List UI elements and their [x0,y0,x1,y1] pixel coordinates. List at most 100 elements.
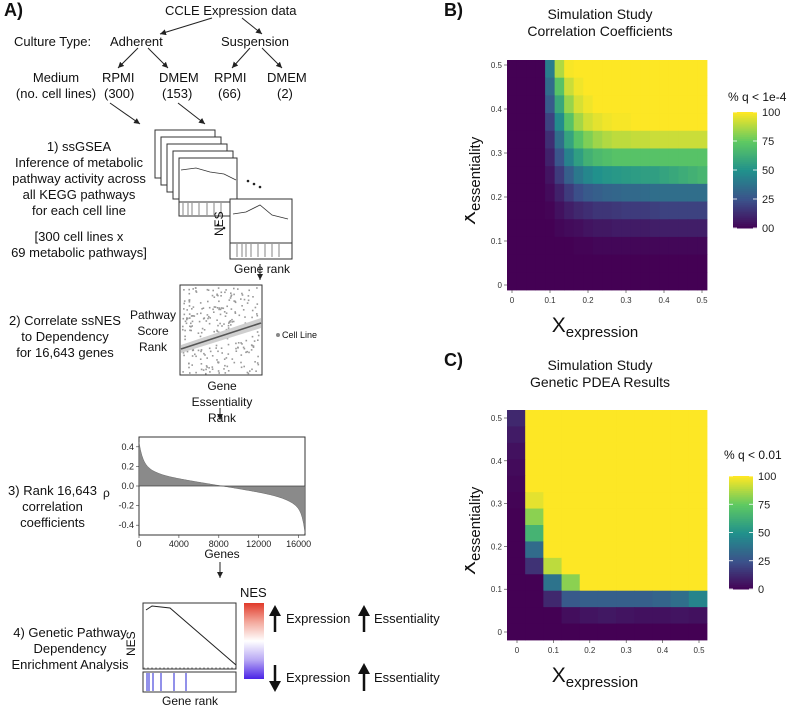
heatmap-cell [616,590,635,608]
heatmap-cell [640,219,651,238]
heatmap-cell [668,95,679,114]
heatmap-cell [507,557,526,575]
heatmap-cell [526,60,536,79]
heatmap-cell [688,623,708,641]
heatmap-xtick-label: 0.4 [657,646,669,655]
heatmap-cell [670,459,690,477]
legend-tick-label: 100 [762,107,780,119]
heatmap-cell [640,60,651,79]
heatmap-cell [616,410,635,427]
heatmap-xtick-label: 0.2 [584,646,596,655]
panel-c-title: Simulation Study Genetic PDEA Results [529,357,671,390]
heatmap-cell [564,77,575,96]
heatmap-cell [678,113,689,132]
heatmap-cell [526,183,536,202]
heatmap-cell [634,508,653,526]
heatmap-cell [616,442,635,460]
heatmap-cell [697,95,708,114]
y-axis-title: Xessentiality [465,486,484,575]
heatmap-cell [621,272,632,291]
heatmap-cell [630,272,641,291]
heatmap-cell [592,113,603,132]
heatmap-ytick-label: 0.2 [491,193,503,202]
heatmap-cell [564,236,575,256]
heatmap-cell [652,442,672,460]
heatmap-cell [652,541,672,559]
suspension-label: Suspension [221,34,289,49]
heatmap-cell [659,201,670,220]
heatmap-cell [554,148,565,167]
heatmap-cell [670,508,690,526]
heatmap-cell [670,623,690,641]
cell-line-legend: Cell Line [282,330,318,340]
heatmap-cell [697,60,708,79]
heatmap-cell [579,410,599,427]
heatmap-cell [688,541,708,559]
heatmap-cell [649,183,660,202]
heatmap-cell [525,442,544,460]
heatmap-cell [526,254,536,273]
heatmap-xtick-label: 0.3 [620,296,632,305]
heatmap-cell [652,574,672,592]
medium-label: Medium [32,70,80,85]
heatmap-cell [630,60,641,79]
heatmap-cell [630,95,641,114]
heatmap-cell [630,113,641,132]
heatmap-cell [670,541,690,559]
heatmap-cell [602,166,613,185]
heatmap-cell [687,272,698,291]
heatmap-cell [652,623,672,641]
heatmap-cell [583,113,594,132]
gsea-card-stack [154,129,293,260]
heatmap-cell [649,254,660,273]
heatmap-cell [697,236,708,256]
rho-xtick-label: 4000 [169,539,189,549]
heatmap-cell [564,254,575,273]
heatmap-cell [616,541,635,559]
heatmap-cell [678,130,689,149]
heatmap-cell [621,148,632,167]
heatmap-cell [597,557,617,575]
heatmap-cell [516,60,527,79]
legend-c-title: % q < 0.01 [724,448,782,462]
heatmap-cell [634,475,653,493]
heatmap-cell [526,201,536,220]
heatmap-cell [564,272,575,291]
heatmap-cell [507,508,526,526]
heatmap-cell [678,77,689,96]
heatmap-cell [583,183,594,202]
heatmap-cell [616,426,635,444]
heatmap-xtick-label: 0.3 [621,646,633,655]
heatmap-cell [516,130,527,149]
heatmap-cell [630,201,641,220]
heatmap-cell [668,166,679,185]
heatmap-cell [592,148,603,167]
heatmap-ytick-label: 0.1 [491,585,503,594]
heatmap-cell [697,130,708,149]
heatmap-cell [535,254,546,273]
heatmap-cell [597,574,617,592]
heatmap-cell [573,236,584,256]
heatmap-cell [525,557,544,575]
heatmap-ytick-label: 0.4 [491,457,503,466]
heatmap-cell [579,508,599,526]
heatmap-cell [602,219,613,238]
heatmap-cell [579,574,599,592]
heatmap-cell [525,459,544,477]
heatmap-cell [659,77,670,96]
heatmap-cell [561,442,581,460]
panel-b-title: Simulation Study Correlation Coefficients [527,6,673,39]
heatmap-cell [561,525,581,542]
heatmap-cell [535,148,546,167]
heatmap-cell [697,219,708,238]
heatmap-cell [687,113,698,132]
heatmap-cell [611,130,622,149]
heatmap-cell [507,201,517,220]
heatmap-cell [678,148,689,167]
essentiality-up-label-2: Essentiality [374,670,440,685]
heatmap-cell [688,442,708,460]
heatmap-cell [616,557,635,575]
heatmap-ytick-label: 0.2 [491,542,503,551]
heatmap-cell [649,113,660,132]
heatmap-cell [602,77,613,96]
